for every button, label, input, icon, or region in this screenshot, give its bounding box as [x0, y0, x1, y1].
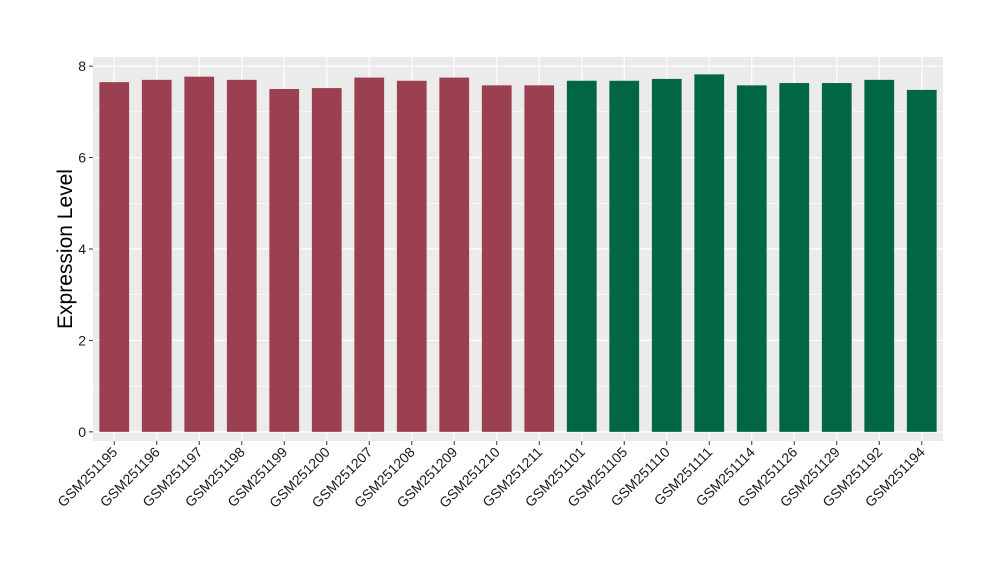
- y-tick-label: 4: [78, 241, 86, 257]
- bar: [354, 77, 385, 432]
- x-axis: GSM251195GSM251196GSM251197GSM251198GSM2…: [54, 441, 928, 511]
- y-axis-label: Expression Level: [54, 169, 77, 329]
- bar: [779, 83, 810, 432]
- y-tick-label: 6: [78, 150, 86, 166]
- bar: [651, 78, 682, 432]
- bar: [821, 83, 852, 432]
- y-tick-label: 8: [78, 58, 86, 74]
- bar: [396, 80, 427, 432]
- bar: [311, 88, 342, 432]
- bar: [609, 80, 640, 432]
- y-tick-label: 0: [78, 424, 86, 440]
- bar: [524, 85, 555, 432]
- bar: [99, 82, 130, 432]
- bar: [864, 79, 895, 432]
- bar: [694, 74, 725, 432]
- bar: [566, 80, 597, 432]
- y-axis: 0 2 4 6 8: [78, 58, 93, 440]
- bar: [184, 76, 215, 432]
- bar: [481, 85, 512, 432]
- bar: [906, 89, 937, 432]
- bar: [736, 85, 767, 432]
- bar: [226, 79, 257, 432]
- bar: [269, 89, 300, 432]
- bar: [439, 77, 470, 432]
- y-tick-label: 2: [78, 332, 86, 348]
- bars: [99, 74, 937, 432]
- bar: [141, 79, 172, 432]
